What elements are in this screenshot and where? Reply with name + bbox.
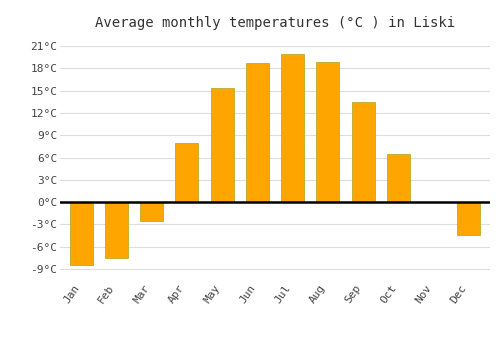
- Bar: [246, 63, 269, 202]
- Bar: [210, 89, 234, 202]
- Bar: [70, 202, 92, 265]
- Bar: [176, 143, 199, 202]
- Bar: [458, 202, 480, 236]
- Title: Average monthly temperatures (°C ) in Liski: Average monthly temperatures (°C ) in Li…: [95, 16, 455, 30]
- Bar: [281, 54, 304, 202]
- Bar: [387, 154, 410, 202]
- Bar: [316, 62, 340, 202]
- Bar: [140, 202, 163, 220]
- Bar: [105, 202, 128, 258]
- Bar: [352, 102, 374, 202]
